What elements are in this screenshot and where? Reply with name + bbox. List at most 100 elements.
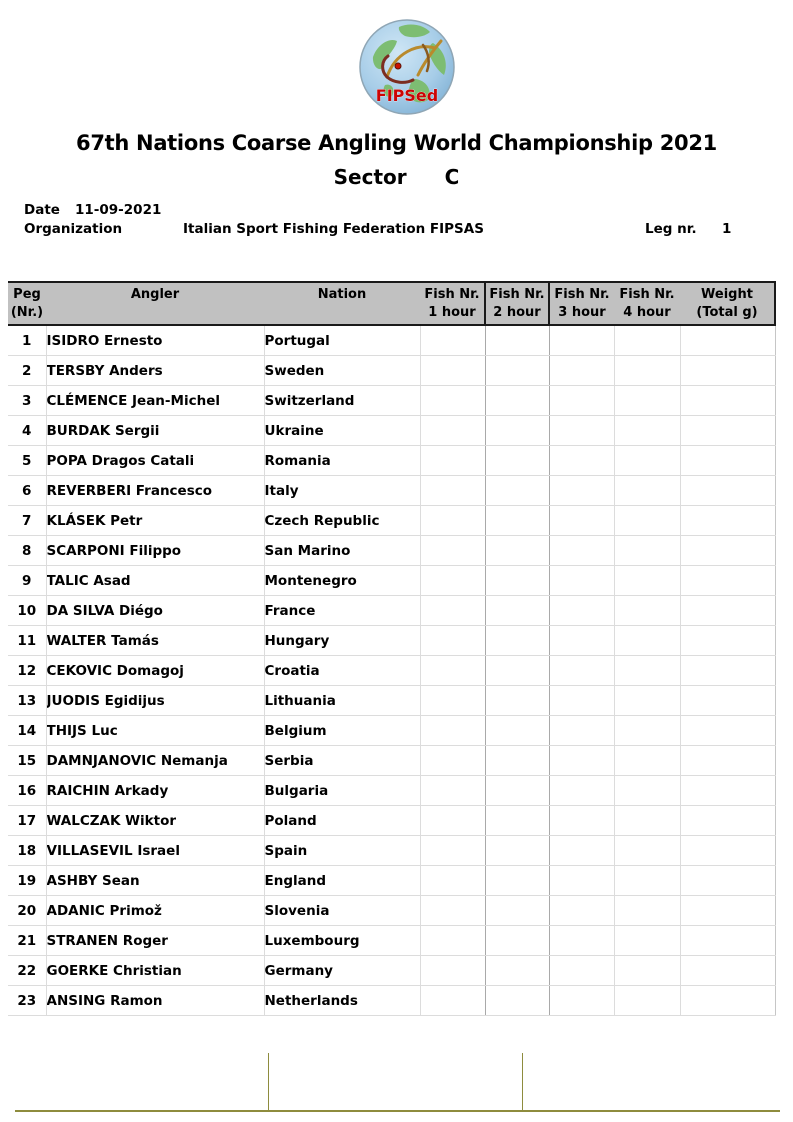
leg-number-label: Leg nr. <box>645 221 697 237</box>
cell-peg: 8 <box>8 535 47 566</box>
table-row: 11 WALTER Tamás Hungary <box>8 625 776 656</box>
cell-fish4 <box>614 865 681 896</box>
table-row: 15 DAMNJANOVIC Nemanja Serbia <box>8 745 776 776</box>
cell-fish3 <box>549 805 615 836</box>
cell-fish2 <box>485 595 550 626</box>
cell-fish3 <box>549 625 615 656</box>
cell-angler: KLÁSEK Petr <box>46 505 265 536</box>
cell-fish1 <box>420 505 486 536</box>
cell-nation: Portugal <box>264 325 421 356</box>
cell-nation: Switzerland <box>264 385 421 416</box>
cell-fish4 <box>614 985 681 1016</box>
cell-fish1 <box>420 385 486 416</box>
header-fish-2-hour: Fish Nr. 2 hour <box>484 281 549 326</box>
cell-peg: 3 <box>8 385 47 416</box>
cell-weight <box>680 715 776 746</box>
cell-weight <box>680 625 776 656</box>
date-value: 11-09-2021 <box>75 202 162 218</box>
sector-label: Sector <box>333 165 407 189</box>
fish-icon <box>381 39 443 84</box>
cell-nation: Italy <box>264 475 421 506</box>
cell-nation: Spain <box>264 835 421 866</box>
cell-fish2 <box>485 805 550 836</box>
cell-weight <box>680 745 776 776</box>
cell-fish2 <box>485 745 550 776</box>
cell-fish3 <box>549 745 615 776</box>
cell-nation: Lithuania <box>264 685 421 716</box>
cell-weight <box>680 925 776 956</box>
cell-fish3 <box>549 385 615 416</box>
cell-peg: 6 <box>8 475 47 506</box>
cell-weight <box>680 505 776 536</box>
cell-fish2 <box>485 985 550 1016</box>
cell-fish2 <box>485 565 550 596</box>
leg-number-value: 1 <box>722 221 732 237</box>
cell-fish3 <box>549 835 615 866</box>
cell-fish2 <box>485 475 550 506</box>
cell-weight <box>680 835 776 866</box>
cell-angler: DAMNJANOVIC Nemanja <box>46 745 265 776</box>
cell-peg: 18 <box>8 835 47 866</box>
cell-weight <box>680 355 776 386</box>
cell-fish1 <box>420 445 486 476</box>
cell-angler: WALCZAK Wiktor <box>46 805 265 836</box>
cell-weight <box>680 655 776 686</box>
cell-fish3 <box>549 475 615 506</box>
sector-value: C <box>444 165 460 189</box>
cell-peg: 10 <box>8 595 47 626</box>
header-fish-4-hour: Fish Nr. 4 hour <box>614 281 680 326</box>
cell-peg: 21 <box>8 925 47 956</box>
cell-nation: Sweden <box>264 355 421 386</box>
cell-peg: 14 <box>8 715 47 746</box>
cell-fish4 <box>614 715 681 746</box>
cell-angler: ANSING Ramon <box>46 985 265 1016</box>
cell-peg: 4 <box>8 415 47 446</box>
cell-fish4 <box>614 595 681 626</box>
table-row: 8 SCARPONI Filippo San Marino <box>8 535 776 566</box>
logo-text: FIPSed <box>376 86 438 105</box>
table-row: 5 POPA Dragos Catali Romania <box>8 445 776 476</box>
table-row: 14 THIJS Luc Belgium <box>8 715 776 746</box>
cell-fish4 <box>614 325 681 356</box>
cell-fish2 <box>485 775 550 806</box>
cell-weight <box>680 985 776 1016</box>
cell-fish4 <box>614 565 681 596</box>
cell-angler: DA SILVA Diégo <box>46 595 265 626</box>
cell-fish4 <box>614 895 681 926</box>
footer-divider-vertical-right <box>522 1053 523 1111</box>
cell-fish4 <box>614 805 681 836</box>
cell-peg: 1 <box>8 325 47 356</box>
cell-weight <box>680 415 776 446</box>
cell-weight <box>680 955 776 986</box>
cell-fish1 <box>420 325 486 356</box>
cell-fish2 <box>485 625 550 656</box>
cell-fish2 <box>485 865 550 896</box>
cell-fish2 <box>485 895 550 926</box>
cell-fish2 <box>485 325 550 356</box>
cell-fish1 <box>420 895 486 926</box>
cell-weight <box>680 475 776 506</box>
cell-fish4 <box>614 475 681 506</box>
header-weight: Weight (Total g) <box>680 281 776 326</box>
header-row: Peg (Nr.) Angler Nation Fish Nr. 1 hour … <box>8 281 776 326</box>
organization-value: Italian Sport Fishing Federation FIPSAS <box>183 221 484 237</box>
cell-peg: 2 <box>8 355 47 386</box>
header-fish-3-hour: Fish Nr. 3 hour <box>548 281 614 326</box>
cell-peg: 9 <box>8 565 47 596</box>
cell-fish2 <box>485 355 550 386</box>
table-row: 3 CLÉMENCE Jean-Michel Switzerland <box>8 385 776 416</box>
cell-fish3 <box>549 415 615 446</box>
cell-fish2 <box>485 535 550 566</box>
cell-fish4 <box>614 925 681 956</box>
cell-nation: Serbia <box>264 745 421 776</box>
cell-angler: THIJS Luc <box>46 715 265 746</box>
cell-nation: France <box>264 595 421 626</box>
cell-angler: POPA Dragos Catali <box>46 445 265 476</box>
cell-angler: CLÉMENCE Jean-Michel <box>46 385 265 416</box>
cell-fish3 <box>549 775 615 806</box>
table-row: 20 ADANIC Primož Slovenia <box>8 895 776 926</box>
cell-weight <box>680 805 776 836</box>
results-table-header: Peg (Nr.) Angler Nation Fish Nr. 1 hour … <box>8 281 776 326</box>
sector-line: Sector C <box>0 165 793 189</box>
